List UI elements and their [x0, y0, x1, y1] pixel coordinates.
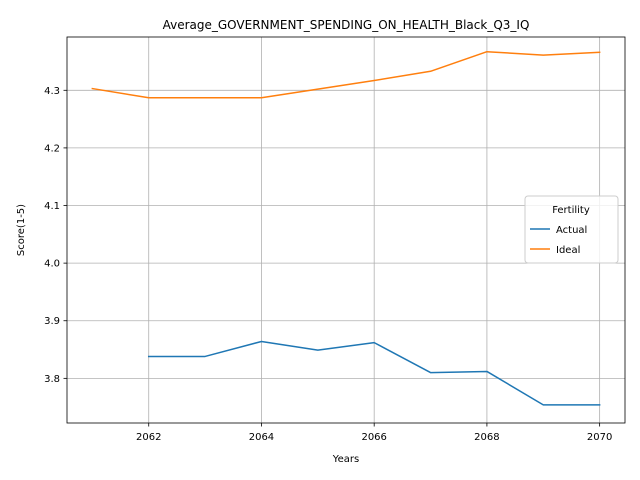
series-lines — [91, 50, 601, 406]
y-tick-label: 3.8 — [44, 374, 60, 385]
series-line-ideal — [91, 50, 601, 99]
x-tick-label: 2066 — [361, 432, 386, 443]
x-tick-label: 2068 — [474, 432, 499, 443]
grid — [67, 37, 625, 423]
y-tick-label: 4.0 — [44, 259, 60, 270]
legend-label-actual: Actual — [556, 225, 587, 236]
x-tick-label: 2070 — [587, 432, 612, 443]
y-axis-label: Score(1-5) — [16, 204, 27, 256]
x-tick-label: 2062 — [136, 432, 161, 443]
chart-title: Average_GOVERNMENT_SPENDING_ON_HEALTH_Bl… — [163, 18, 530, 32]
legend-box — [524, 195, 619, 264]
x-axis-ticks: 2062 2064 2066 2068 2070 — [136, 423, 612, 443]
legend-title: Fertility — [552, 205, 590, 216]
y-tick-label: 4.2 — [44, 143, 60, 154]
y-tick-label: 3.9 — [44, 316, 60, 327]
y-tick-label: 4.1 — [44, 201, 60, 212]
legend-label-ideal: Ideal — [556, 245, 580, 256]
legend: Fertility Actual Ideal — [524, 195, 619, 264]
x-axis-label: Years — [332, 454, 359, 465]
x-tick-label: 2064 — [249, 432, 274, 443]
y-axis-ticks: 3.8 3.9 4.0 4.1 4.2 4.3 — [44, 86, 67, 385]
series-line-actual — [147, 340, 601, 406]
plot-frame — [66, 36, 626, 424]
y-tick-label: 4.3 — [44, 86, 60, 97]
